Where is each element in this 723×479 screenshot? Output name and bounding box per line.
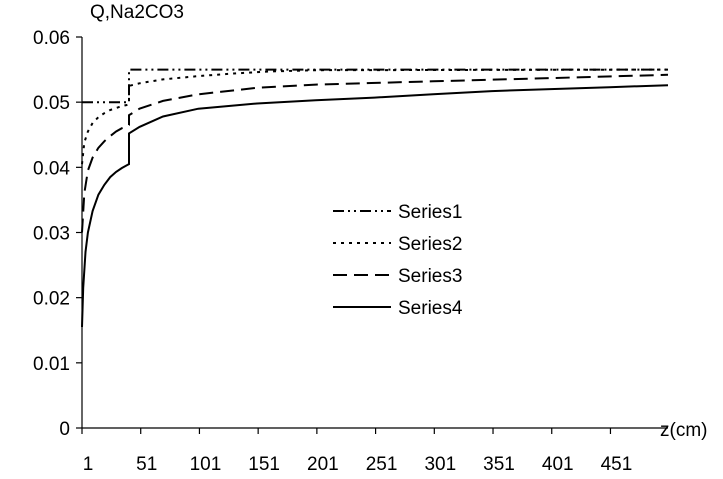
x-tick-label: 201 [307, 454, 339, 475]
series-line-3 [81, 73, 669, 233]
x-axis-ticks: 1 51 101 151 201 251 301 351 401 451 [81, 428, 633, 475]
legend-label-2: Series2 [398, 234, 462, 255]
series-line-4 [81, 84, 669, 328]
y-tick-label: 0.04 [33, 158, 70, 179]
y-axis-ticks: 0 0.01 0.02 0.03 0.04 0.05 0.06 [33, 28, 82, 440]
series-line-2 [81, 68, 669, 165]
x-tick-label: 1 [83, 454, 94, 475]
x-tick-label: 401 [542, 454, 574, 475]
x-tick-label: 451 [601, 454, 633, 475]
x-tick-label: 51 [136, 454, 157, 475]
x-tick-label: 101 [190, 454, 222, 475]
y-tick-label: 0.06 [33, 28, 70, 49]
x-tick-label: 251 [366, 454, 398, 475]
x-axis-title: z(cm) [660, 420, 707, 441]
y-axis-title: Q,Na2CO3 [90, 2, 184, 23]
series-line-1 [82, 68, 668, 104]
series-lines [81, 68, 669, 328]
y-tick-label: 0.05 [33, 93, 70, 114]
y-tick-label: 0.01 [33, 354, 70, 375]
legend-label-4: Series4 [398, 298, 463, 319]
y-tick-label: 0.02 [33, 289, 70, 310]
x-tick-label: 351 [483, 454, 515, 475]
x-tick-label: 301 [424, 454, 456, 475]
x-tick-label: 151 [248, 454, 280, 475]
legend: Series1 Series2 Series3 Series4 [333, 202, 463, 319]
y-tick-label: 0 [59, 419, 70, 440]
y-tick-label: 0.03 [33, 224, 70, 245]
legend-label-1: Series1 [398, 202, 462, 223]
legend-label-3: Series3 [398, 266, 462, 287]
